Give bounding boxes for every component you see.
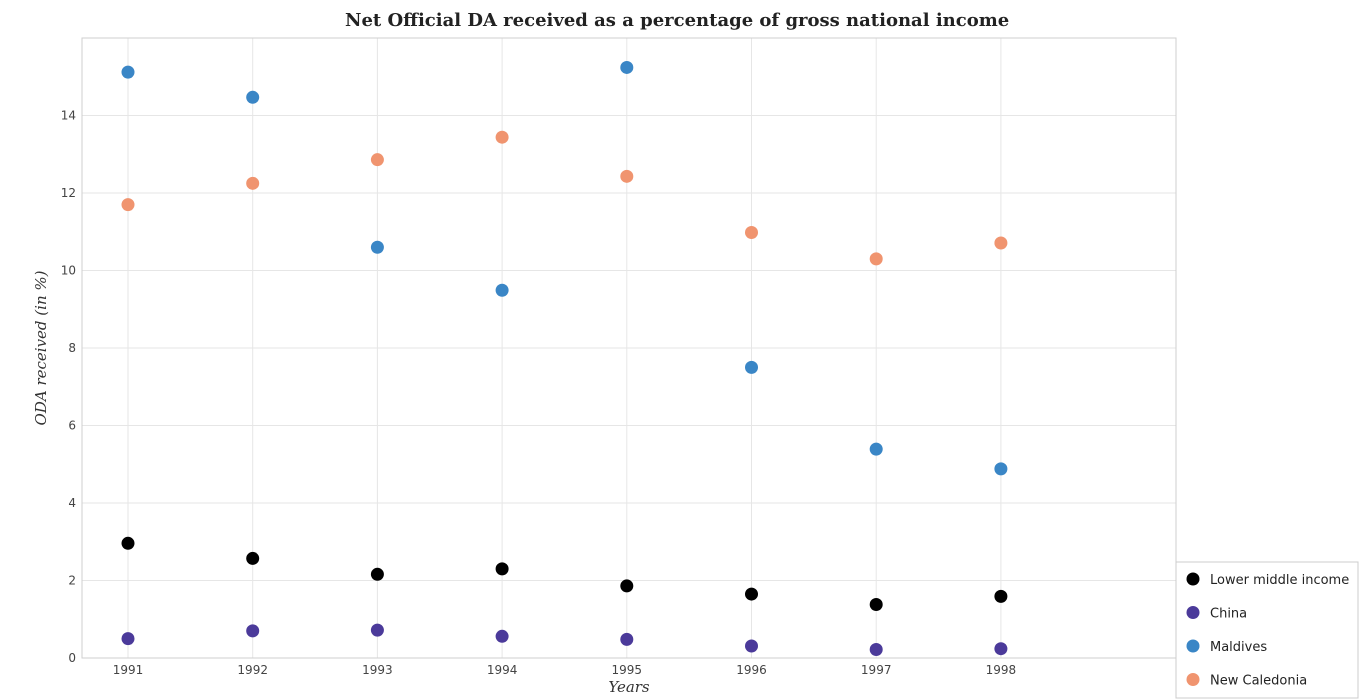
point-lower-middle-income bbox=[620, 579, 634, 593]
plot-frame bbox=[81, 37, 1177, 659]
x-tick-label: 1994 bbox=[487, 663, 518, 677]
legend-marker-lower-middle-income bbox=[1186, 572, 1200, 586]
point-china bbox=[869, 642, 883, 656]
grid-lines bbox=[82, 38, 1176, 659]
point-new-caledonia bbox=[745, 226, 758, 240]
point-lower-middle-income bbox=[495, 562, 509, 576]
point-new-caledonia bbox=[370, 153, 384, 167]
legend-marker-china bbox=[1186, 606, 1200, 619]
y-axis-label: ODA received (in %) bbox=[32, 270, 50, 425]
x-tick-label: 1993 bbox=[362, 663, 393, 677]
plot-area: 0 2 4 6 8 10 12 14 1991 1992 1993 1994 1995 1996 1997… bbox=[61, 37, 1177, 677]
point-new-caledonia bbox=[495, 130, 509, 144]
point-maldives bbox=[620, 60, 634, 74]
x-tick-label: 1991 bbox=[113, 663, 144, 677]
legend-box bbox=[1175, 561, 1359, 699]
point-lower-middle-income bbox=[869, 598, 883, 612]
legend-marker-new-caledonia bbox=[1186, 673, 1200, 686]
x-tick-label: 1997 bbox=[861, 663, 892, 677]
point-china bbox=[370, 623, 384, 637]
point-lower-middle-income bbox=[246, 551, 260, 565]
point-china bbox=[246, 624, 260, 638]
legend-label-new-caledonia: New Caledonia bbox=[1210, 674, 1307, 689]
point-maldives bbox=[246, 90, 260, 104]
x-tick-label: 1998 bbox=[986, 663, 1017, 677]
x-tick-label: 1992 bbox=[237, 663, 268, 677]
point-maldives bbox=[495, 283, 509, 297]
point-maldives bbox=[370, 240, 384, 254]
point-china bbox=[495, 629, 509, 643]
data-points bbox=[121, 60, 1008, 656]
y-tick-label: 10 bbox=[61, 264, 76, 278]
point-new-caledonia bbox=[620, 169, 634, 183]
y-tick-label: 14 bbox=[61, 109, 76, 123]
point-maldives bbox=[994, 462, 1008, 476]
point-maldives bbox=[121, 65, 135, 79]
point-china bbox=[745, 639, 758, 653]
chart-title: Net Official DA received as a percentage… bbox=[345, 10, 1009, 31]
point-china bbox=[620, 632, 634, 646]
x-tick-label: 1995 bbox=[612, 663, 643, 677]
y-tick-label: 2 bbox=[68, 574, 76, 588]
x-tick-label: 1996 bbox=[736, 663, 767, 677]
y-tick-label: 4 bbox=[68, 496, 76, 510]
point-lower-middle-income bbox=[121, 536, 135, 550]
x-axis-ticks: 1991 1992 1993 1994 1995 1996 1997 1998 bbox=[113, 663, 1016, 677]
point-new-caledonia bbox=[994, 236, 1008, 250]
point-new-caledonia bbox=[869, 252, 883, 266]
point-new-caledonia bbox=[246, 176, 260, 190]
legend: Lower middle income China Maldives New Cale… bbox=[1175, 561, 1359, 699]
x-axis-label: Years bbox=[608, 678, 650, 696]
legend-label-china: China bbox=[1210, 607, 1247, 622]
point-maldives bbox=[869, 442, 883, 456]
y-tick-label: 0 bbox=[68, 651, 76, 665]
legend-label-maldives: Maldives bbox=[1210, 640, 1267, 655]
point-maldives bbox=[745, 360, 758, 374]
point-new-caledonia bbox=[121, 198, 135, 212]
legend-marker-maldives bbox=[1186, 639, 1200, 653]
point-china bbox=[994, 642, 1008, 656]
y-axis-ticks: 0 2 4 6 8 10 12 14 bbox=[61, 109, 76, 666]
y-tick-label: 8 bbox=[68, 341, 76, 355]
y-tick-label: 12 bbox=[61, 186, 76, 200]
point-lower-middle-income bbox=[370, 567, 384, 581]
point-lower-middle-income bbox=[994, 589, 1008, 603]
legend-label-lower-middle-income: Lower middle income bbox=[1210, 573, 1349, 588]
point-china bbox=[121, 632, 135, 646]
y-tick-label: 6 bbox=[68, 419, 76, 433]
point-lower-middle-income bbox=[745, 587, 758, 601]
